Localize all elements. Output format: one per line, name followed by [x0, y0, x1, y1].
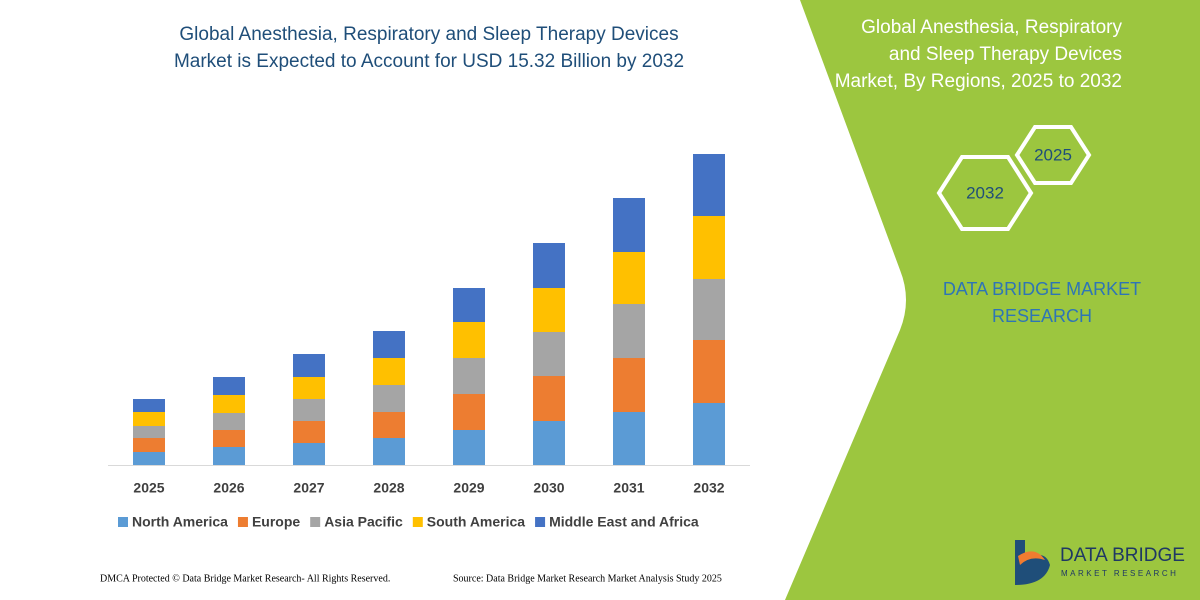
bar-segment — [213, 430, 245, 447]
legend-label: Middle East and Africa — [549, 514, 699, 530]
bar-segment — [693, 154, 725, 216]
bar-segment — [373, 438, 405, 465]
bar-segment — [453, 430, 485, 465]
bar-segment — [213, 447, 245, 465]
legend-label: Europe — [252, 514, 300, 530]
bar-segment — [133, 412, 165, 426]
bar-segment — [693, 403, 725, 465]
bar-segment — [533, 332, 565, 376]
logo-tagline: MARKET RESEARCH — [1061, 569, 1178, 578]
bar-segment — [293, 399, 325, 421]
legend-label: North America — [132, 514, 228, 530]
bar-segment — [213, 395, 245, 413]
logo-name: DATA BRIDGE — [1060, 545, 1185, 566]
bar-segment — [613, 412, 645, 465]
legend-swatch — [412, 517, 423, 527]
bar-segment — [533, 421, 565, 465]
hexagon — [936, 155, 1034, 231]
x-tick-label: 2029 — [453, 480, 484, 496]
side-title: Market, By Regions, 2025 to 2032 — [835, 71, 1122, 92]
bar-segment — [373, 331, 405, 358]
x-tick-label: 2028 — [373, 480, 404, 496]
x-tick-label: 2025 — [133, 480, 164, 496]
bar-segment — [533, 243, 565, 288]
bar-segment — [453, 394, 485, 430]
legend-swatch — [535, 517, 546, 527]
legend-swatch — [310, 517, 321, 527]
bar-segment — [293, 377, 325, 399]
hexagon-label: 2032 — [966, 183, 1004, 202]
legend-label: Asia Pacific — [324, 514, 403, 530]
chart-title: Market is Expected to Account for USD 15… — [174, 51, 684, 72]
chart-title: Global Anesthesia, Respiratory and Sleep… — [179, 24, 678, 45]
bar-segment — [453, 288, 485, 322]
legend-swatch — [118, 517, 128, 527]
logo: DATA BRIDGE MARKET RESEARCH — [1015, 540, 1185, 585]
bar-segment — [693, 340, 725, 403]
brand-text: DATA BRIDGE MARKET — [943, 279, 1141, 299]
bar-segment — [613, 358, 645, 412]
x-tick-label: 2032 — [693, 480, 724, 496]
legend-label: South America — [427, 514, 525, 530]
logo-icon — [1015, 540, 1050, 585]
bar-segment — [373, 358, 405, 385]
brand-text: RESEARCH — [992, 306, 1092, 326]
bar-segment — [453, 358, 485, 394]
bar-segment — [293, 354, 325, 377]
bar-segment — [293, 443, 325, 465]
bar-segment — [533, 288, 565, 332]
bar-segment — [693, 216, 725, 279]
x-tick-label: 2030 — [533, 480, 564, 496]
footer-copyright: DMCA Protected © Data Bridge Market Rese… — [100, 573, 390, 584]
side-title: and Sleep Therapy Devices — [889, 44, 1122, 65]
bar-segment — [533, 376, 565, 421]
bar-segment — [293, 421, 325, 443]
bar-segment — [133, 438, 165, 452]
bar-segment — [373, 385, 405, 412]
bar-segment — [373, 412, 405, 438]
x-tick-label: 2026 — [213, 480, 244, 496]
x-tick-label: 2027 — [293, 480, 324, 496]
side-panel-bg — [785, 0, 1200, 600]
bar-segment — [213, 377, 245, 395]
footer-source: Source: Data Bridge Market Research Mark… — [453, 573, 722, 584]
side-title: Global Anesthesia, Respiratory — [861, 17, 1122, 38]
bar-segment — [613, 198, 645, 252]
bar-segment — [453, 322, 485, 358]
bar-segment — [133, 452, 165, 465]
bar-segment — [213, 413, 245, 430]
hexagon-label: 2025 — [1034, 145, 1072, 164]
bar-segment — [613, 252, 645, 304]
bar-segment — [693, 279, 725, 340]
bar-segment — [133, 399, 165, 412]
bar-segment — [133, 426, 165, 438]
legend-swatch — [237, 517, 248, 527]
hexagon — [1014, 125, 1092, 185]
bar-segment — [613, 304, 645, 358]
x-tick-label: 2031 — [613, 480, 644, 496]
logo-icon — [1018, 551, 1045, 565]
